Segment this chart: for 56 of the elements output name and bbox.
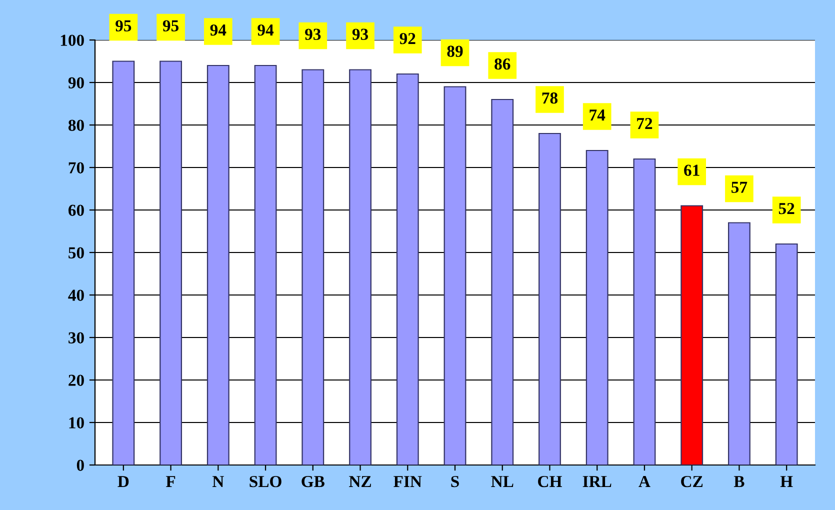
bar <box>633 158 656 465</box>
bar <box>728 222 750 465</box>
data-label: 95 <box>162 20 179 32</box>
x-tick-label: H <box>780 476 793 487</box>
bar <box>491 98 514 465</box>
x-tick-label: N <box>212 476 224 487</box>
data-label: 94 <box>210 24 226 36</box>
bar <box>396 73 419 465</box>
y-tick-label: 100 <box>60 34 84 46</box>
bar <box>160 60 182 465</box>
x-tick-label: IRL <box>582 476 612 487</box>
y-tick-label: 60 <box>68 204 84 216</box>
data-label: 52 <box>778 202 794 214</box>
x-tick-label: NL <box>491 476 514 487</box>
bar <box>538 132 561 465</box>
x-tick-label: B <box>734 476 744 488</box>
x-tick-label: CZ <box>681 476 703 488</box>
y-tick-label: 80 <box>68 120 84 131</box>
bar <box>112 60 135 465</box>
bar <box>680 205 704 465</box>
bar <box>586 150 608 465</box>
y-tick-label: 0 <box>76 460 84 471</box>
data-label: 93 <box>352 28 368 40</box>
y-tick-label: 20 <box>68 374 84 386</box>
data-label: 95 <box>116 20 132 32</box>
x-tick-label: GB <box>302 476 324 488</box>
bar <box>302 69 324 465</box>
x-tick-label: FIN <box>394 476 422 487</box>
data-label: 94 <box>258 24 274 36</box>
x-tick-label: A <box>638 476 650 487</box>
data-label: 78 <box>542 92 558 104</box>
data-label: 86 <box>494 58 510 70</box>
bar <box>206 64 230 465</box>
y-tick-label: 70 <box>68 162 84 174</box>
x-tick-label: CH <box>538 476 562 488</box>
data-label: 72 <box>637 118 652 130</box>
y-tick-label: 10 <box>69 417 84 428</box>
data-label: 74 <box>590 110 606 121</box>
x-tick-label: D <box>118 476 129 488</box>
bar <box>349 69 372 465</box>
y-tick-label: 50 <box>68 247 84 258</box>
data-label: 89 <box>447 46 463 57</box>
x-tick-label: SLO <box>250 476 282 488</box>
data-label: 93 <box>305 28 321 40</box>
y-tick-label: 40 <box>68 290 84 301</box>
bar <box>775 243 798 465</box>
data-label: 61 <box>684 164 700 176</box>
bar <box>444 86 466 465</box>
x-tick-label: S <box>451 476 459 488</box>
y-tick-label: 30 <box>68 332 84 344</box>
data-label: 57 <box>732 182 748 193</box>
x-tick-label: F <box>166 476 176 487</box>
x-tick-label: NZ <box>349 476 371 487</box>
y-tick-label: 90 <box>68 77 84 88</box>
data-label: 92 <box>400 32 416 44</box>
bar <box>254 64 277 465</box>
